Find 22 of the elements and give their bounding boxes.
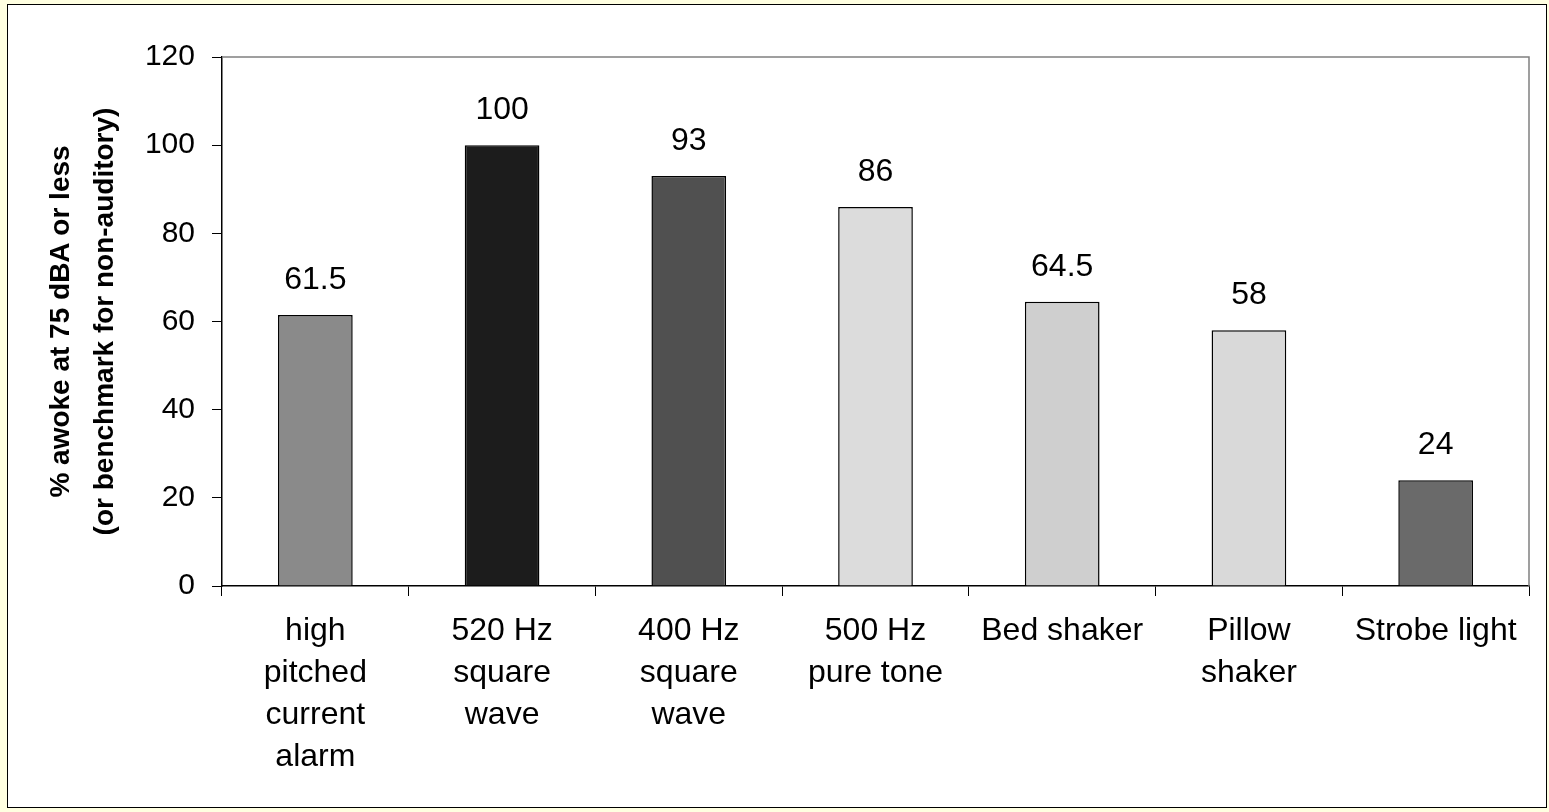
x-tick-label: Bed shaker bbox=[981, 610, 1144, 647]
y-tick-label: 40 bbox=[161, 390, 195, 424]
x-tick-label: high pitched current alarm bbox=[263, 610, 367, 773]
x-tick-label: Pillow shaker bbox=[1200, 610, 1298, 689]
data-label: 100 bbox=[475, 90, 529, 127]
y-tick-label: 60 bbox=[161, 302, 195, 336]
x-tick-label: Strobe light bbox=[1354, 610, 1517, 647]
data-label: 61.5 bbox=[284, 259, 347, 296]
x-tick-label: 500 Hz pure tone bbox=[807, 610, 944, 689]
data-label: 93 bbox=[670, 121, 707, 158]
y-tick-label: 80 bbox=[161, 214, 195, 248]
data-label: 58 bbox=[1231, 275, 1267, 312]
y-axis-title: % awoke at 75 dBA or less (or benchmark for non-auditory) bbox=[44, 107, 119, 536]
y-tick-label: 0 bbox=[178, 567, 195, 601]
y-tick-label: 20 bbox=[161, 479, 195, 513]
data-label: 86 bbox=[857, 151, 894, 188]
data-label: 24 bbox=[1417, 425, 1454, 462]
x-tick-label: 520 Hz square wave bbox=[451, 610, 553, 731]
x-tick-label: 400 Hz square wave bbox=[638, 610, 740, 731]
y-tick-label: 120 bbox=[144, 38, 195, 72]
data-label: 64.5 bbox=[1031, 246, 1094, 283]
y-tick-label: 100 bbox=[144, 126, 195, 160]
